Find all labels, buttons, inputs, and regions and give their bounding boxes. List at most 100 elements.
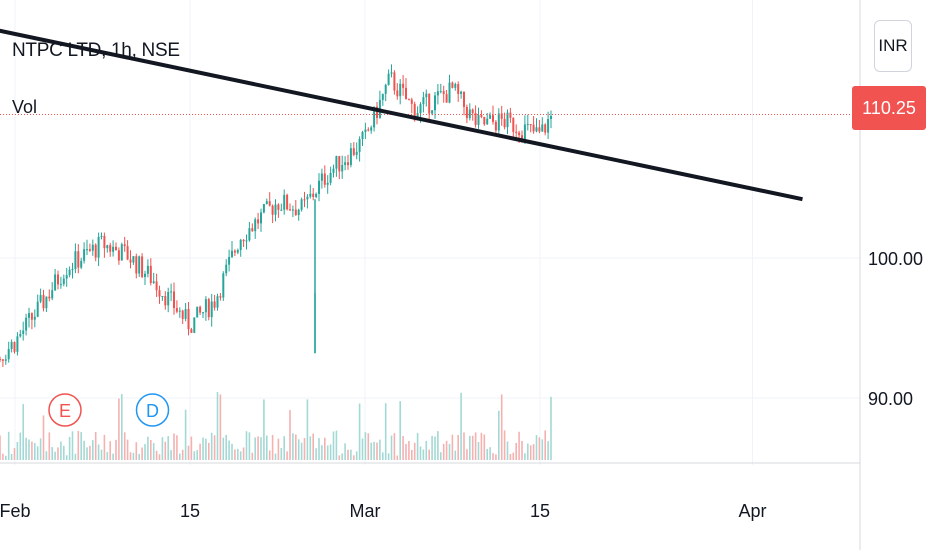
- candle-body: [155, 281, 158, 291]
- candle-body: [492, 115, 494, 122]
- candle-body: [289, 209, 291, 211]
- volume-bar: [405, 444, 407, 460]
- volume-bar: [413, 442, 416, 460]
- volume-bar: [283, 436, 285, 460]
- volume-histogram: [0, 293, 552, 460]
- candle-body: [231, 250, 233, 257]
- volume-bar: [503, 430, 506, 460]
- volume-bar: [469, 435, 471, 460]
- candle-body: [358, 138, 361, 152]
- volume-bar: [277, 438, 280, 460]
- candle-body: [68, 269, 71, 276]
- volume-bar: [68, 436, 71, 460]
- volume-bar: [210, 432, 213, 460]
- candle-body: [381, 93, 384, 100]
- volume-bar: [222, 437, 225, 460]
- volume-bar: [445, 440, 448, 460]
- volume-bar: [315, 448, 317, 460]
- candle-body: [141, 256, 144, 278]
- volume-bar: [97, 444, 100, 460]
- volume-bar: [495, 454, 497, 460]
- candle-body: [115, 246, 117, 251]
- volume-bar: [402, 436, 404, 460]
- candle-body: [193, 317, 196, 333]
- y-tick-label: 100.00: [868, 249, 923, 269]
- volume-bar: [466, 449, 468, 460]
- volume-bar: [245, 431, 248, 460]
- volume-bar: [63, 445, 65, 460]
- volume-bar: [51, 447, 53, 460]
- volume-bar: [408, 440, 410, 460]
- candle-body: [126, 246, 129, 260]
- candle-body: [509, 112, 512, 118]
- volume-bar: [332, 431, 335, 460]
- candles: [0, 64, 552, 367]
- volume-bar: [196, 450, 198, 460]
- candle-body: [30, 313, 33, 320]
- candle-body: [306, 196, 309, 200]
- volume-bar: [442, 443, 445, 460]
- candle-body: [367, 129, 370, 131]
- volume-bar: [147, 436, 149, 460]
- candle-body: [129, 259, 132, 263]
- volume-bar: [312, 433, 314, 460]
- volume-bar: [5, 455, 7, 460]
- volume-bar: [2, 453, 4, 460]
- volume-bar: [532, 444, 535, 460]
- volume-bar: [318, 438, 320, 460]
- candle-body: [544, 124, 547, 133]
- candle-body: [257, 219, 260, 224]
- candle-body: [19, 333, 22, 337]
- currency-button[interactable]: INR: [874, 20, 912, 72]
- volume-bar: [524, 453, 526, 460]
- candle-body: [376, 106, 378, 118]
- candle-body: [489, 115, 492, 119]
- grid: [0, 0, 860, 465]
- volume-bar: [118, 398, 120, 460]
- volume-bar: [297, 439, 300, 460]
- volume-bar: [338, 455, 341, 460]
- candle-body: [164, 296, 167, 306]
- candle-body: [315, 193, 318, 197]
- candle-body: [283, 194, 286, 210]
- candle-body: [25, 317, 28, 331]
- last-price-tag: 110.25: [852, 86, 926, 130]
- volume-bar: [100, 449, 103, 460]
- volume-bar: [237, 448, 239, 460]
- volume-bar: [176, 435, 178, 460]
- volume-bar: [164, 441, 167, 460]
- volume-bar: [498, 410, 500, 460]
- x-tick-label: Feb: [0, 501, 31, 521]
- candle-body: [535, 127, 538, 132]
- candle-body: [178, 310, 181, 312]
- x-tick-label: 15: [180, 501, 200, 521]
- volume-bar: [0, 435, 1, 460]
- candle-body: [352, 148, 355, 155]
- volume-bar: [74, 453, 77, 460]
- candle-body: [448, 82, 451, 103]
- volume-bar: [141, 447, 143, 460]
- candle-body: [33, 316, 36, 320]
- volume-bar: [347, 449, 349, 460]
- volume-bar: [454, 450, 457, 460]
- candle-body: [355, 151, 358, 155]
- volume-bar: [152, 443, 155, 460]
- candle-body: [10, 342, 13, 349]
- volume-bar: [350, 449, 352, 460]
- candle-body: [335, 156, 338, 169]
- candle-body: [361, 132, 364, 139]
- volume-bar: [213, 435, 216, 460]
- volume-bar: [437, 431, 439, 460]
- candle-body: [48, 296, 51, 299]
- candle-body: [454, 84, 457, 88]
- x-tick-label: Apr: [738, 501, 766, 521]
- candle-body: [329, 172, 332, 183]
- candle-body: [396, 90, 399, 97]
- candle-body: [184, 309, 187, 319]
- marker-circle: [48, 393, 82, 427]
- volume-bar: [199, 443, 201, 460]
